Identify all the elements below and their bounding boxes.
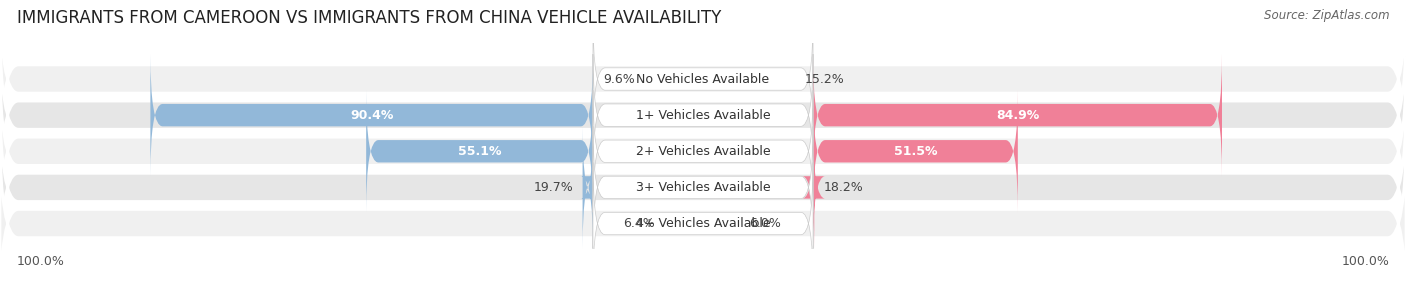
Text: 100.0%: 100.0% bbox=[1341, 255, 1389, 267]
Text: 1+ Vehicles Available: 1+ Vehicles Available bbox=[636, 109, 770, 122]
Text: 55.1%: 55.1% bbox=[458, 145, 502, 158]
Text: 84.9%: 84.9% bbox=[995, 109, 1039, 122]
Text: 100.0%: 100.0% bbox=[17, 255, 65, 267]
FancyBboxPatch shape bbox=[581, 126, 595, 249]
FancyBboxPatch shape bbox=[366, 90, 593, 212]
Text: 90.4%: 90.4% bbox=[350, 109, 394, 122]
Text: 19.7%: 19.7% bbox=[534, 181, 574, 194]
Text: 18.2%: 18.2% bbox=[824, 181, 863, 194]
FancyBboxPatch shape bbox=[813, 90, 1018, 212]
FancyBboxPatch shape bbox=[593, 126, 813, 249]
Text: 2+ Vehicles Available: 2+ Vehicles Available bbox=[636, 145, 770, 158]
FancyBboxPatch shape bbox=[0, 57, 1406, 246]
FancyBboxPatch shape bbox=[0, 129, 1406, 286]
Text: 51.5%: 51.5% bbox=[894, 145, 938, 158]
Text: 6.0%: 6.0% bbox=[749, 217, 780, 230]
Text: 3+ Vehicles Available: 3+ Vehicles Available bbox=[636, 181, 770, 194]
FancyBboxPatch shape bbox=[593, 162, 813, 285]
Text: Source: ZipAtlas.com: Source: ZipAtlas.com bbox=[1264, 9, 1389, 21]
FancyBboxPatch shape bbox=[593, 90, 813, 212]
FancyBboxPatch shape bbox=[0, 93, 1406, 282]
FancyBboxPatch shape bbox=[150, 54, 593, 176]
FancyBboxPatch shape bbox=[593, 54, 813, 176]
Text: 4+ Vehicles Available: 4+ Vehicles Available bbox=[636, 217, 770, 230]
FancyBboxPatch shape bbox=[813, 54, 1222, 176]
Text: IMMIGRANTS FROM CAMEROON VS IMMIGRANTS FROM CHINA VEHICLE AVAILABILITY: IMMIGRANTS FROM CAMEROON VS IMMIGRANTS F… bbox=[17, 9, 721, 27]
FancyBboxPatch shape bbox=[593, 18, 813, 140]
Text: No Vehicles Available: No Vehicles Available bbox=[637, 73, 769, 86]
Text: 9.6%: 9.6% bbox=[603, 73, 636, 86]
FancyBboxPatch shape bbox=[0, 0, 1406, 173]
Text: 6.4%: 6.4% bbox=[623, 217, 655, 230]
FancyBboxPatch shape bbox=[801, 126, 825, 249]
Text: 15.2%: 15.2% bbox=[806, 73, 845, 86]
FancyBboxPatch shape bbox=[0, 21, 1406, 209]
